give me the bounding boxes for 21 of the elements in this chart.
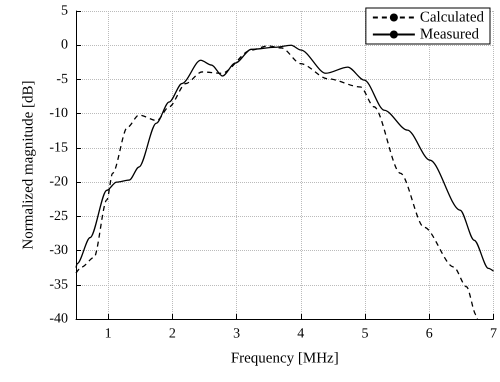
x-axis-title: Frequency [MHz] bbox=[230, 350, 339, 366]
x-tick-label: 2 bbox=[168, 326, 176, 342]
x-tick-label: 7 bbox=[490, 326, 497, 342]
y-tick-label: -15 bbox=[49, 140, 68, 156]
y-tick-label: -30 bbox=[49, 243, 68, 258]
y-tick-label: 0 bbox=[61, 38, 68, 53]
x-tick-label: 5 bbox=[362, 326, 369, 342]
legend-label: Calculated bbox=[420, 10, 484, 26]
x-tick-label: 4 bbox=[297, 326, 304, 342]
y-tick-label: -10 bbox=[49, 106, 68, 122]
x-tick-label: 3 bbox=[233, 326, 240, 342]
y-tick-label: -20 bbox=[49, 174, 68, 190]
x-tick-label: 1 bbox=[104, 326, 112, 342]
x-tick-label: 6 bbox=[426, 326, 433, 342]
y-tick-label: -40 bbox=[49, 312, 68, 326]
y-tick-label: -5 bbox=[56, 72, 68, 87]
legend-label: Measured bbox=[420, 26, 480, 42]
y-tick-label: 5 bbox=[61, 4, 68, 18]
y-tick-label: -35 bbox=[49, 277, 68, 292]
y-axis-title: Normalized magnitude [dB] bbox=[20, 80, 36, 250]
y-tick-label: -25 bbox=[49, 208, 68, 224]
